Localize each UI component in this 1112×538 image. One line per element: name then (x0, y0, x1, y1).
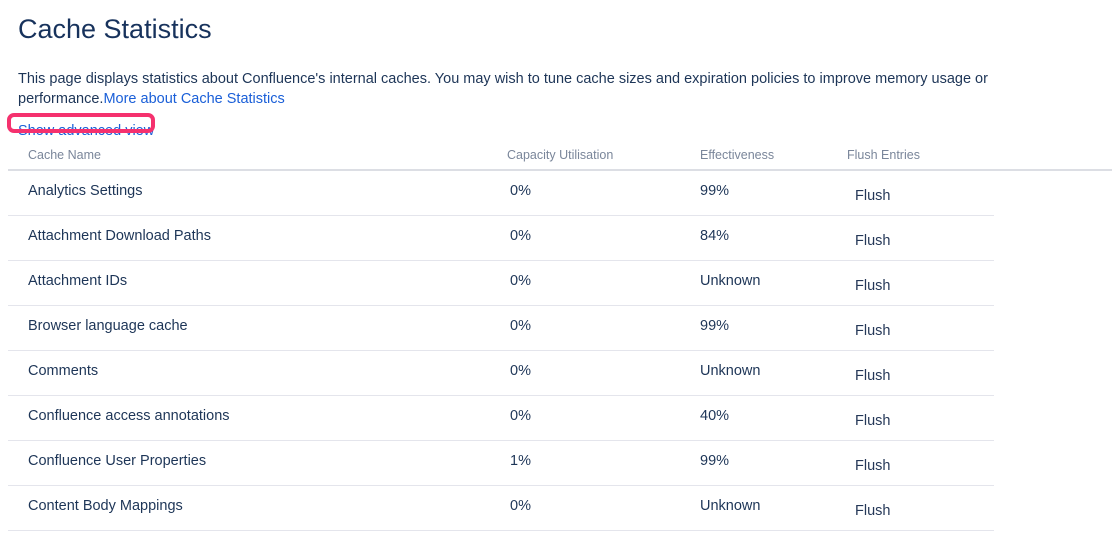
capacity-utilisation-cell: 0% (510, 408, 531, 424)
column-header-flush-entries: Flush Entries (847, 148, 920, 162)
capacity-utilisation-cell: 0% (510, 318, 531, 334)
more-about-cache-statistics-link[interactable]: More about Cache Statistics (103, 91, 285, 107)
capacity-utilisation-cell: 0% (510, 228, 531, 244)
column-header-effectiveness: Effectiveness (700, 148, 775, 162)
capacity-utilisation-cell: 0% (510, 183, 531, 199)
flush-cell: Flush (855, 486, 994, 530)
intro-text: This page displays statistics about Conf… (18, 71, 988, 107)
effectiveness-cell: 99% (700, 453, 730, 469)
flush-cell: Flush (855, 441, 994, 485)
flush-link[interactable]: Flush (855, 233, 891, 249)
table-header-row: Cache Name Capacity Utilisation Effectiv… (8, 141, 1112, 171)
flush-cell: Flush (855, 216, 994, 260)
table-row: Attachment Download Paths 0% 84% Flush (8, 216, 994, 261)
effectiveness-cell: Unknown (700, 498, 761, 514)
flush-link[interactable]: Flush (855, 278, 891, 294)
flush-cell: Flush (855, 351, 994, 395)
flush-cell: Flush (855, 171, 994, 215)
effectiveness-cell: Unknown (700, 363, 761, 379)
table-row: Confluence User Properties 1% 99% Flush (8, 441, 994, 486)
show-advanced-view-link[interactable]: Show advanced view (18, 123, 155, 139)
flush-link[interactable]: Flush (855, 323, 891, 339)
cache-name-cell: Confluence User Properties (28, 453, 207, 469)
cache-name-cell: Attachment Download Paths (28, 228, 211, 244)
cache-statistics-table: Cache Name Capacity Utilisation Effectiv… (8, 141, 1112, 531)
intro-paragraph: This page displays statistics about Conf… (18, 69, 1094, 109)
flush-link[interactable]: Flush (855, 413, 891, 429)
table-row: Attachment IDs 0% Unknown Flush (8, 261, 994, 306)
effectiveness-cell: 99% (700, 318, 730, 334)
flush-cell: Flush (855, 396, 994, 440)
flush-link[interactable]: Flush (855, 503, 891, 519)
table-row: Comments 0% Unknown Flush (8, 351, 994, 396)
flush-link[interactable]: Flush (855, 368, 891, 384)
cache-table-body: Analytics Settings 0% 99% Flush Attachme… (8, 171, 994, 531)
effectiveness-cell: Unknown (700, 273, 761, 289)
cache-name-cell: Comments (28, 363, 99, 379)
flush-cell: Flush (855, 306, 994, 350)
cache-name-cell: Content Body Mappings (28, 498, 183, 514)
table-row: Analytics Settings 0% 99% Flush (8, 171, 994, 216)
column-header-cache-name: Cache Name (28, 148, 101, 162)
flush-link[interactable]: Flush (855, 458, 891, 474)
capacity-utilisation-cell: 0% (510, 363, 531, 379)
effectiveness-cell: 40% (700, 408, 730, 424)
cache-name-cell: Analytics Settings (28, 183, 143, 199)
flush-cell: Flush (855, 261, 994, 305)
cache-name-cell: Confluence access annotations (28, 408, 230, 424)
page-title: Cache Statistics (18, 14, 212, 44)
cache-name-cell: Attachment IDs (28, 273, 128, 289)
table-row: Browser language cache 0% 99% Flush (8, 306, 994, 351)
capacity-utilisation-cell: 0% (510, 273, 531, 289)
table-row: Content Body Mappings 0% Unknown Flush (8, 486, 994, 531)
effectiveness-cell: 99% (700, 183, 730, 199)
capacity-utilisation-cell: 0% (510, 498, 531, 514)
column-header-capacity-utilisation: Capacity Utilisation (507, 148, 614, 162)
effectiveness-cell: 84% (700, 228, 730, 244)
flush-link[interactable]: Flush (855, 188, 891, 204)
table-row: Confluence access annotations 0% 40% Flu… (8, 396, 994, 441)
cache-name-cell: Browser language cache (28, 318, 188, 334)
advanced-view-container: Show advanced view (7, 113, 238, 141)
capacity-utilisation-cell: 1% (510, 453, 531, 469)
